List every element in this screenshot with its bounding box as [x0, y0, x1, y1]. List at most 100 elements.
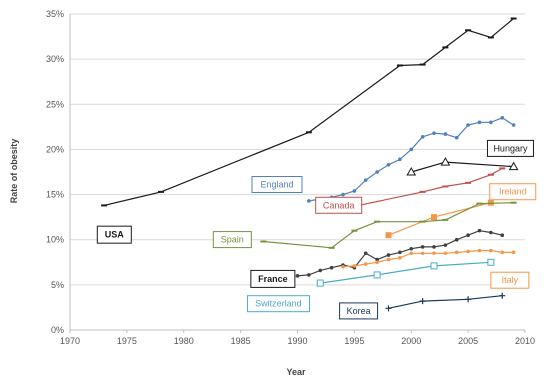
x-tick-label-3: 1985 [231, 336, 251, 346]
label-france: France [258, 274, 288, 284]
point-italy-14 [500, 250, 505, 255]
point-france-0 [295, 274, 300, 278]
series-line-ireland [388, 202, 492, 236]
x-tick-label-1: 1975 [117, 336, 137, 346]
y-tick-label-1: 5% [51, 280, 64, 290]
axes: 0% 5% 10% 15% 20% 25% 30% 35% 1970 1975 1980 1985 19… [46, 9, 535, 346]
point-england-18 [511, 123, 516, 127]
series-labels: USA England Hungary Canada Ireland Spain Franc… [96, 139, 537, 320]
point-england-16 [489, 120, 493, 125]
point-england-15 [477, 120, 482, 125]
series-line-usa [103, 18, 514, 206]
y-tick-label-2: 10% [46, 235, 64, 245]
point-france-15 [466, 233, 470, 237]
point-ireland-1 [431, 214, 437, 221]
label-usa: USA [105, 230, 125, 240]
point-italy-15 [511, 250, 516, 255]
point-hungary-1 [440, 157, 451, 166]
series-switzerland [316, 258, 495, 287]
point-korea-2 [465, 296, 472, 303]
point-france-16 [477, 228, 482, 233]
series-korea [385, 292, 506, 312]
point-france-18 [500, 233, 505, 237]
series-line-italy [342, 249, 514, 268]
label-italy: Italy [502, 275, 519, 285]
point-ireland-2 [487, 199, 494, 206]
label-canada: Canada [323, 200, 355, 210]
point-france-7 [375, 257, 379, 262]
x-tick-label-8: 2010 [515, 336, 535, 346]
y-tick-label-5: 25% [46, 99, 64, 109]
point-france-13 [443, 243, 448, 247]
y-axis-title: Rate of obesity [9, 139, 19, 204]
point-england-7 [386, 162, 391, 167]
point-france-9 [398, 250, 402, 255]
point-france-1 [307, 273, 311, 277]
point-france-6 [363, 251, 368, 256]
point-england-12 [443, 132, 448, 136]
point-england-9 [409, 147, 414, 152]
point-switzerland-3 [487, 258, 495, 266]
point-england-14 [466, 123, 470, 127]
series-line-korea [388, 295, 503, 309]
series-france [295, 228, 505, 278]
point-italy-7 [420, 251, 425, 256]
series-line-switzerland [320, 261, 491, 284]
point-ireland-0 [385, 232, 392, 239]
label-box-ireland [489, 183, 537, 201]
series-ireland [385, 199, 494, 239]
series-line-england [308, 117, 514, 202]
point-france-10 [409, 246, 414, 251]
point-italy-1 [352, 264, 357, 268]
point-france-2 [318, 268, 323, 273]
series-canada [351, 167, 506, 208]
point-england-8 [398, 157, 402, 162]
point-italy-2 [363, 262, 368, 266]
point-italy-3 [375, 260, 379, 265]
point-korea-3 [499, 292, 506, 299]
point-england-6 [375, 170, 379, 174]
point-england-11 [432, 131, 436, 135]
point-hungary-2 [508, 161, 519, 171]
series-line-spain [263, 202, 514, 249]
x-tick-label-7: 2005 [458, 336, 478, 346]
label-england: England [260, 180, 293, 190]
x-tick-label-5: 1995 [344, 336, 364, 346]
point-italy-9 [443, 251, 448, 256]
gridlines [70, 13, 525, 331]
series-italy [341, 248, 516, 269]
point-england-10 [420, 134, 425, 139]
point-italy-12 [477, 248, 482, 253]
label-hungary: Hungary [493, 143, 528, 153]
label-ireland: Ireland [499, 187, 527, 197]
y-tick-label-3: 15% [46, 190, 64, 200]
y-tick-label-0: 0% [51, 325, 64, 335]
label-box-hungary [486, 139, 534, 157]
point-italy-0 [341, 265, 345, 269]
point-france-12 [432, 245, 436, 249]
series-layer [101, 17, 519, 312]
point-france-3 [329, 265, 334, 270]
series-hungary [406, 157, 519, 176]
x-axis-title: Year [286, 367, 306, 377]
point-italy-11 [466, 249, 470, 254]
point-switzerland-0 [316, 279, 324, 287]
point-switzerland-2 [430, 262, 438, 270]
point-korea-1 [419, 298, 426, 305]
series-line-canada [354, 167, 503, 207]
point-france-8 [386, 253, 391, 257]
point-france-14 [454, 237, 459, 242]
label-spain: Spain [221, 235, 244, 245]
label-box-korea [339, 302, 379, 320]
label-box-usa [96, 225, 132, 244]
y-tick-label-7: 35% [46, 9, 64, 19]
point-england-13 [454, 135, 459, 140]
label-switzerland: Switzerland [255, 299, 302, 309]
point-italy-13 [489, 248, 493, 253]
point-france-11 [420, 245, 425, 249]
series-england [307, 116, 516, 203]
point-england-5 [363, 178, 368, 182]
series-usa [101, 17, 517, 207]
